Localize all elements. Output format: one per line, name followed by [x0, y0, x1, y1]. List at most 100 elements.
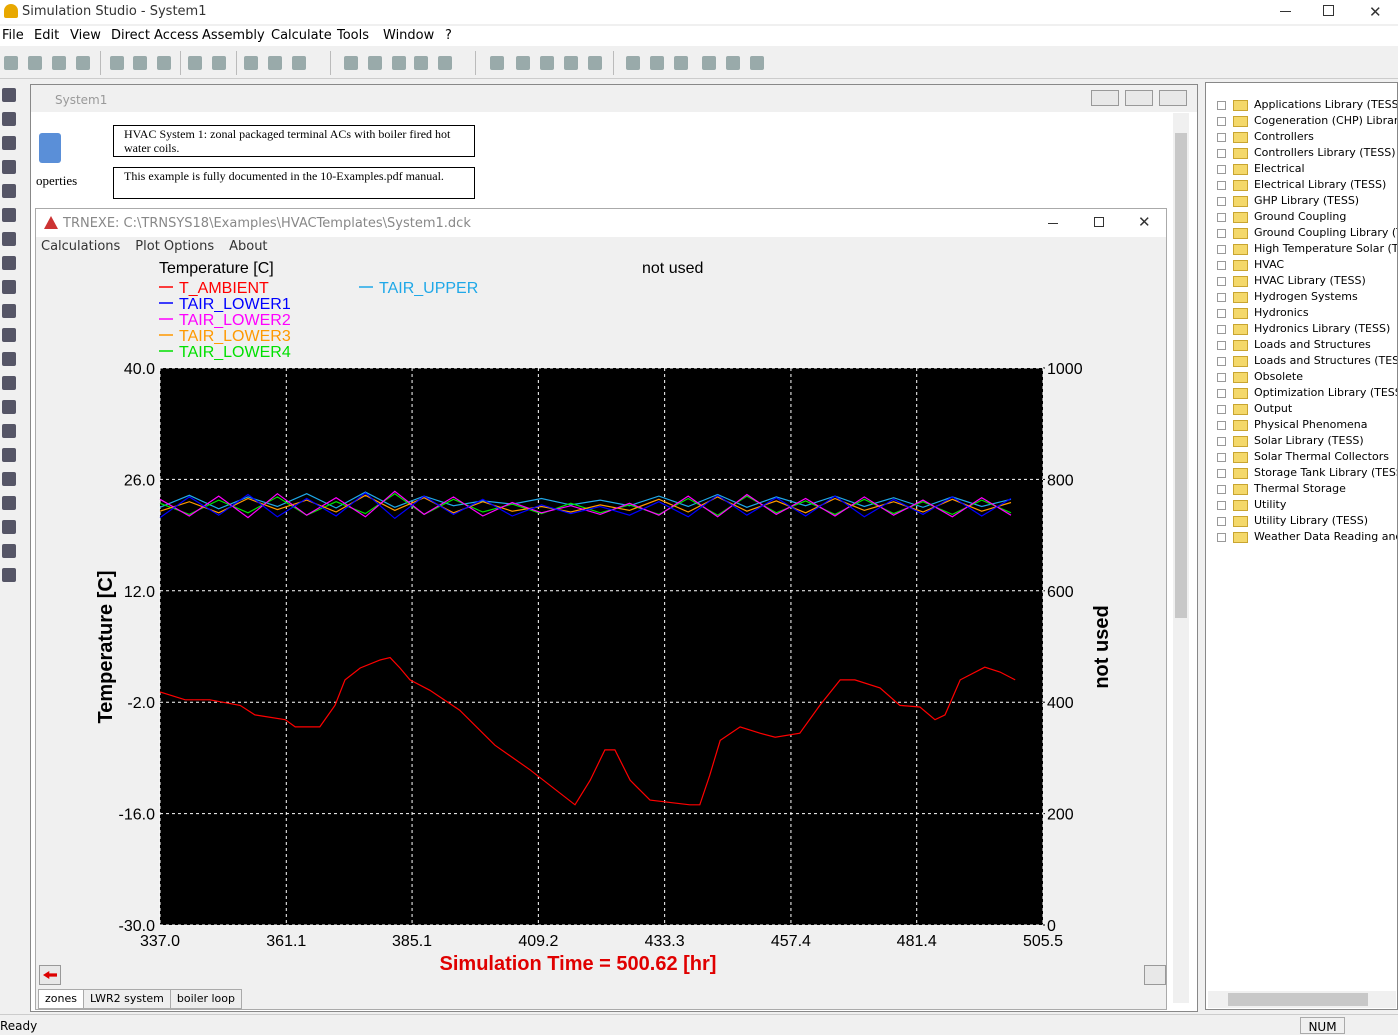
tool-icon[interactable] [2, 256, 16, 270]
tool-icon[interactable] [4, 56, 18, 70]
tool-icon[interactable] [292, 56, 306, 70]
expander[interactable] [1217, 245, 1226, 254]
expander[interactable] [1217, 213, 1226, 222]
tool-icon[interactable] [110, 56, 124, 70]
expander[interactable] [1217, 389, 1226, 398]
minimize[interactable] [1048, 223, 1058, 224]
maximize[interactable] [1094, 217, 1104, 227]
tool-icon[interactable] [2, 208, 16, 222]
expander[interactable] [1217, 373, 1226, 382]
expander[interactable] [1217, 341, 1226, 350]
expander[interactable] [1217, 357, 1226, 366]
expander[interactable] [1217, 533, 1226, 542]
tab[interactable]: LWR2 system [83, 989, 171, 1009]
library-item[interactable]: Storage Tank Library (TESS) [1254, 466, 1398, 479]
tool-icon[interactable] [2, 424, 16, 438]
library-item[interactable]: HVAC Library (TESS) [1254, 274, 1366, 287]
expander[interactable] [1217, 469, 1226, 478]
library-item[interactable]: Electrical [1254, 162, 1305, 175]
expander[interactable] [1217, 293, 1226, 302]
library-item[interactable]: Hydronics [1254, 306, 1309, 319]
menu-item[interactable]: Edit [34, 28, 60, 43]
expander[interactable] [1217, 309, 1226, 318]
tool-icon[interactable] [490, 56, 504, 70]
library-item[interactable]: Ground Coupling [1254, 210, 1347, 223]
library-item[interactable]: Hydrogen Systems [1254, 290, 1358, 303]
tool-icon[interactable] [2, 544, 16, 558]
tool-icon[interactable] [626, 56, 640, 70]
library-item[interactable]: High Temperature Solar (TESS) [1254, 242, 1398, 255]
tool-icon[interactable] [564, 56, 578, 70]
library-item[interactable]: Solar Thermal Collectors [1254, 450, 1389, 463]
expander[interactable] [1217, 501, 1226, 510]
expander[interactable] [1217, 405, 1226, 414]
tool-icon[interactable] [650, 56, 664, 70]
library-item[interactable]: Loads and Structures (TESS) [1254, 354, 1398, 367]
tool-icon[interactable] [76, 56, 90, 70]
tool-icon[interactable] [2, 328, 16, 342]
menu-item[interactable]: View [70, 28, 101, 43]
menu-item[interactable]: Calculations [41, 239, 121, 254]
library-item[interactable]: Controllers Library (TESS) [1254, 146, 1396, 159]
tool-icon[interactable] [2, 232, 16, 246]
tool-icon[interactable] [726, 56, 740, 70]
tool-icon[interactable] [2, 448, 16, 462]
expander[interactable] [1217, 133, 1226, 142]
h-scrollbar[interactable] [1208, 991, 1396, 1008]
close[interactable]: ✕ [1369, 3, 1382, 21]
tool-icon[interactable] [52, 56, 66, 70]
expander[interactable] [1217, 149, 1226, 158]
expander[interactable] [1217, 261, 1226, 270]
library-item[interactable]: Electrical Library (TESS) [1254, 178, 1387, 191]
properties-icon[interactable] [39, 133, 61, 163]
library-item[interactable]: Cogeneration (CHP) Library (TESS) [1254, 114, 1398, 127]
library-item[interactable]: Ground Coupling Library (TESS) [1254, 226, 1397, 239]
tool-icon[interactable] [2, 400, 16, 414]
tool-icon[interactable] [540, 56, 554, 70]
expander[interactable] [1217, 325, 1226, 334]
tool-icon[interactable] [588, 56, 602, 70]
tool-icon[interactable] [2, 136, 16, 150]
tool-icon[interactable] [2, 352, 16, 366]
library-item[interactable]: Controllers [1254, 130, 1314, 143]
scrollbar[interactable] [1173, 113, 1189, 1003]
expander[interactable] [1217, 117, 1226, 126]
library-item[interactable]: Utility [1254, 498, 1287, 511]
menu-item[interactable]: Window [383, 28, 435, 43]
tool-icon[interactable] [2, 304, 16, 318]
menu-item[interactable]: Assembly [202, 28, 265, 43]
expander[interactable] [1217, 197, 1226, 206]
tool-icon[interactable] [28, 56, 42, 70]
library-item[interactable]: Applications Library (TESS) [1254, 98, 1398, 111]
menu-item[interactable]: Tools [337, 28, 370, 43]
tool-icon[interactable] [702, 56, 716, 70]
menu-item[interactable]: Calculate [271, 28, 332, 43]
expander[interactable] [1217, 437, 1226, 446]
maximize[interactable] [1323, 5, 1334, 16]
close[interactable]: ✕ [1138, 213, 1151, 231]
library-item[interactable]: Weather Data Reading and Processing [1254, 530, 1397, 543]
library-item[interactable]: Optimization Library (TESS) [1254, 386, 1398, 399]
menu-item[interactable]: About [229, 239, 268, 254]
child-minimize[interactable] [1091, 90, 1119, 106]
forward-button[interactable] [1144, 965, 1166, 985]
menu-item[interactable]: ? [445, 28, 452, 43]
tool-icon[interactable] [368, 56, 382, 70]
expander[interactable] [1217, 517, 1226, 526]
library-item[interactable]: Hydronics Library (TESS) [1254, 322, 1391, 335]
library-item[interactable]: Loads and Structures [1254, 338, 1371, 351]
library-item[interactable]: Solar Library (TESS) [1254, 434, 1364, 447]
tool-icon[interactable] [750, 56, 764, 70]
expander[interactable] [1217, 485, 1226, 494]
tool-icon[interactable] [2, 472, 16, 486]
scroll-thumb[interactable] [1175, 133, 1187, 618]
expander[interactable] [1217, 421, 1226, 430]
expander[interactable] [1217, 277, 1226, 286]
tool-icon[interactable] [2, 88, 16, 102]
library-item[interactable]: Physical Phenomena [1254, 418, 1368, 431]
tool-icon[interactable] [2, 496, 16, 510]
library-item[interactable]: HVAC [1254, 258, 1285, 271]
expander[interactable] [1217, 229, 1226, 238]
tool-icon[interactable] [2, 184, 16, 198]
library-item[interactable]: GHP Library (TESS) [1254, 194, 1360, 207]
